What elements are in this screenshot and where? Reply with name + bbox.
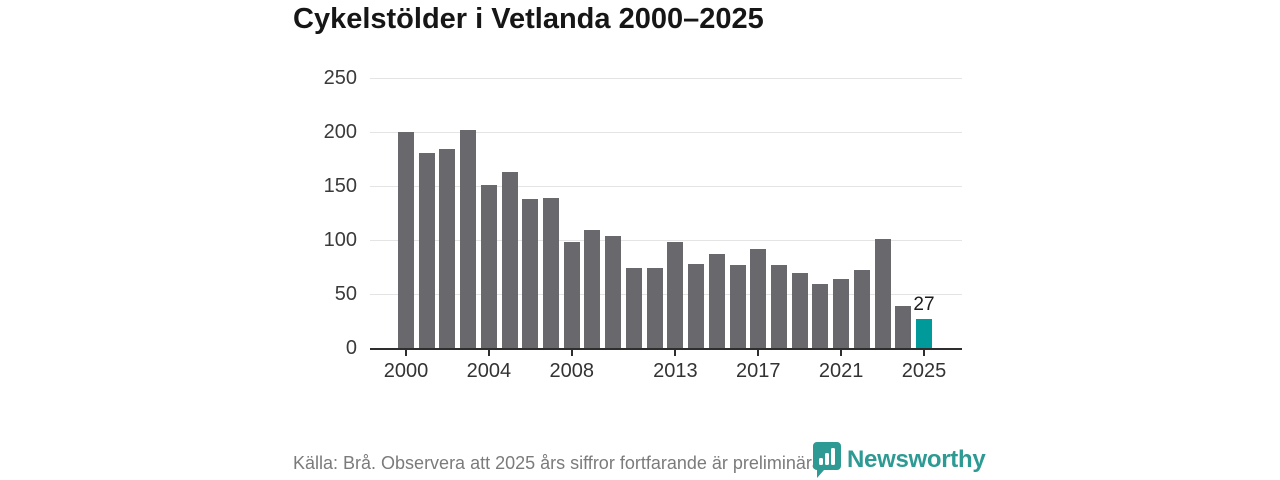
- gridline-50: [370, 293, 962, 295]
- gridline-200: [370, 131, 962, 133]
- bar-2007: [543, 197, 560, 348]
- x-tick-label-2013: 2013: [653, 360, 698, 382]
- y-tick-label-50: 50: [334, 283, 357, 305]
- x-tick-2004: [487, 348, 490, 356]
- bar-2000: [398, 132, 414, 348]
- x-axis-line: [370, 347, 962, 350]
- bar-2024: [895, 305, 912, 348]
- bar-chart: 0 50 100 150 200 250 27 2000 2004 2008 2013 2017 2…: [324, 67, 962, 382]
- bar-2013: [667, 242, 684, 348]
- bar-2017: [750, 248, 767, 348]
- gridline-250: [370, 77, 962, 79]
- x-tick-label-2004: 2004: [466, 360, 512, 382]
- bar-2012: [646, 268, 663, 348]
- y-tick-label-150: 150: [323, 175, 357, 197]
- bar-2016: [729, 264, 746, 348]
- x-tick-2000: [405, 348, 407, 356]
- x-tick-2021: [840, 348, 843, 356]
- newsworthy-logo: Newsworthy: [812, 441, 986, 478]
- y-tick-label-0: 0: [345, 337, 357, 359]
- x-tick-2025: [923, 348, 925, 356]
- bar-2022: [853, 270, 870, 348]
- bar-2008: [563, 242, 580, 348]
- bar-2023: [874, 238, 891, 348]
- bar-2014: [688, 263, 705, 348]
- x-tick-label-2025: 2025: [901, 360, 947, 382]
- x-tick-2013: [674, 348, 677, 356]
- x-tick-label-2000: 2000: [383, 360, 429, 382]
- source-note: Källa: Brå. Observera att 2025 års siffr…: [293, 453, 827, 473]
- bar-2004: [480, 184, 497, 348]
- highlight-value-label: 27: [913, 293, 935, 315]
- newsworthy-wordmark: Newsworthy: [847, 445, 986, 473]
- x-tick-label-2021: 2021: [818, 360, 864, 382]
- y-tick-label-200: 200: [323, 121, 357, 143]
- bar-2020: [812, 284, 829, 348]
- bar-2002: [439, 149, 456, 348]
- bar-2005: [501, 171, 518, 348]
- bar-2011: [625, 268, 642, 348]
- bar-2019: [791, 273, 808, 348]
- gridline-150: [370, 185, 962, 187]
- bar-2018: [770, 264, 787, 348]
- bar-2001: [418, 152, 435, 348]
- y-tick-label-100: 100: [323, 229, 357, 251]
- x-tick-2017: [757, 348, 760, 356]
- bar-2015: [708, 254, 725, 348]
- x-tick-label-2017: 2017: [735, 360, 781, 382]
- bar-2003: [460, 129, 477, 348]
- bar-2021: [833, 278, 850, 348]
- bar-2010: [605, 235, 622, 348]
- bar-2006: [522, 198, 539, 348]
- x-tick-2008: [570, 348, 573, 356]
- gridline-100: [370, 239, 962, 241]
- bar-2009: [584, 230, 601, 348]
- newsworthy-icon: [813, 442, 841, 478]
- y-tick-label-250: 250: [323, 67, 357, 89]
- bar-2025: [916, 318, 932, 348]
- chart-title: Cykelstölder i Vetlanda 2000–2025: [293, 3, 764, 35]
- x-tick-label-2008: 2008: [549, 360, 595, 382]
